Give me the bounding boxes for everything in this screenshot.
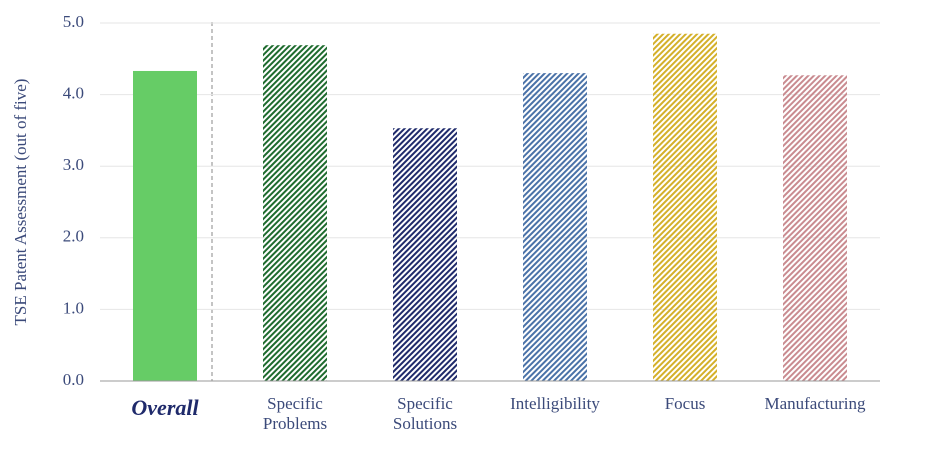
y-tick-label: 1.0 — [63, 298, 84, 317]
x-tick-label: Overall — [131, 395, 199, 420]
x-tick-label: Specific Problems — [262, 394, 328, 433]
bar — [393, 128, 457, 381]
y-tick-label: 2.0 — [63, 227, 84, 246]
y-tick-label: 3.0 — [63, 155, 84, 174]
x-tick-label: Manufacturing — [764, 394, 866, 413]
bar — [653, 33, 717, 382]
y-tick-label: 4.0 — [63, 84, 84, 103]
bar — [783, 75, 847, 381]
x-tick-label: Specific Solutions — [392, 394, 458, 433]
bar — [263, 45, 327, 382]
y-tick-label: 0.0 — [63, 370, 84, 389]
bar — [523, 73, 587, 382]
x-tick-label: Intelligibility — [510, 394, 600, 413]
y-axis-label: TSE Patent Assessment (out of five) — [11, 79, 30, 326]
y-tick-label: 5.0 — [63, 12, 84, 31]
x-tick-label: Focus — [664, 394, 706, 413]
bar — [133, 70, 197, 382]
